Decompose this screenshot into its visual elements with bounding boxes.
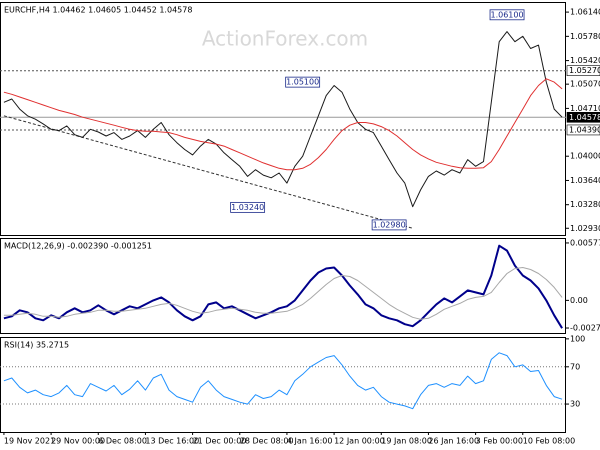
x-tick-label: 28 Dec 08:00: [240, 437, 294, 446]
y-tick-label: 1.02930: [570, 224, 600, 233]
y-tick-label: 1.05420: [570, 56, 600, 65]
annotation-label: 1.02980: [373, 220, 406, 229]
x-tick-label: 6 Dec 08:00: [98, 437, 147, 446]
level-label-box: [566, 111, 600, 123]
level-label: 1.04390: [569, 125, 600, 134]
y-tick-label: 1.03280: [570, 200, 600, 209]
panel-frame: [0, 238, 566, 334]
trendline: [3, 115, 413, 229]
x-tick-label: 19 Nov 2021: [4, 437, 55, 446]
panel-frame: [0, 2, 566, 236]
plot-area: [0, 352, 566, 410]
series-line: [3, 31, 563, 208]
plot-area: ActionForex.com: [0, 27, 566, 229]
x-tick-label: 29 Nov 00:00: [51, 437, 105, 446]
y-tick-label: 1.05780: [570, 32, 600, 41]
series-line: [3, 244, 563, 329]
panel-frame: [0, 337, 566, 433]
series-line: [3, 78, 563, 171]
x-tick-label: 12 Jan 00:00: [334, 437, 385, 446]
panel-title: RSI(14) 35.2715: [4, 341, 69, 350]
y-tick-label: 70: [570, 362, 580, 371]
y-tick-label: 30: [570, 400, 580, 409]
x-tick-label: 21 Dec 00:00: [193, 437, 247, 446]
x-tick-label: 13 Dec 16:00: [145, 437, 199, 446]
level-label-box: [566, 65, 600, 76]
panel-title: EURCHF,H4 1.04462 1.04605 1.04452 1.0457…: [4, 6, 192, 15]
x-tick-label: 26 Jan 16:00: [428, 437, 479, 446]
annotation-box: [489, 9, 525, 21]
panel-title: MACD(12,26,9) -0.002390 -0.001251: [4, 242, 152, 251]
y-tick-label: 1.04710: [570, 104, 600, 113]
watermark: ActionForex.com: [202, 27, 368, 51]
y-tick-label: 0.00: [570, 296, 588, 305]
annotation-box: [230, 201, 266, 213]
y-tick-label: 1.04000: [570, 152, 600, 161]
x-tick-label: 4 Jan 16:00: [287, 437, 333, 446]
annotation-label: 1.03240: [231, 203, 264, 212]
x-tick-label: 10 Feb 08:00: [523, 437, 575, 446]
level-label: 1.04578: [569, 113, 600, 122]
y-tick-label: 100: [570, 334, 585, 343]
x-tick-label: 19 Jan 08:00: [381, 437, 432, 446]
annotation-label: 1.06100: [490, 10, 523, 19]
series-line: [3, 352, 563, 410]
y-tick-label: -0.002779: [570, 324, 600, 333]
y-tick-label: 0.005772: [570, 238, 600, 247]
y-tick-label: 1.06140: [570, 8, 600, 17]
y-tick-label: 1.05070: [570, 80, 600, 89]
annotation-box: [285, 76, 321, 88]
x-tick-label: 3 Feb 00:00: [476, 437, 523, 446]
annotation-box: [371, 219, 407, 231]
y-tick-label: 1.03640: [570, 176, 600, 185]
level-label-box: [566, 124, 600, 136]
annotation-label: 1.05100: [286, 78, 319, 87]
series-line: [3, 267, 563, 320]
plot-area: [3, 244, 563, 329]
level-label: 1.05270: [569, 66, 600, 75]
